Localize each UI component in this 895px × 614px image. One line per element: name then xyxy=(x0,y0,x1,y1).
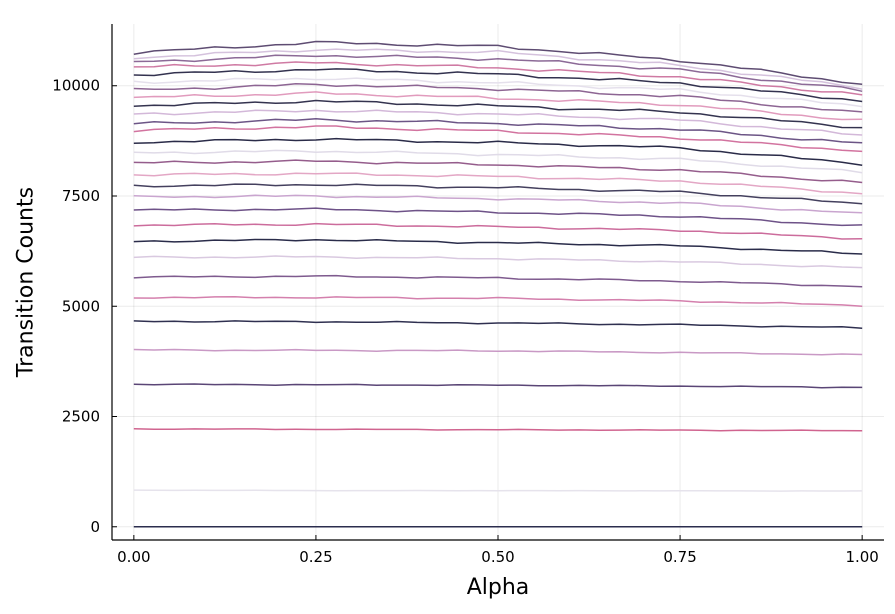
x-tick-label-0: 0.00 xyxy=(117,548,150,566)
series-line-26 xyxy=(133,61,863,96)
series-line-4 xyxy=(133,348,863,356)
series-line-13 xyxy=(133,183,863,205)
series-line-18 xyxy=(133,125,863,153)
y-tick-label-4: 10000 xyxy=(52,77,100,95)
tick-labels: 0.00 0.25 0.50 0.75 1.00 0 2500 5000 7500 10000 xyxy=(52,77,879,566)
y-tick-label-3: 7500 xyxy=(62,187,100,205)
series-line-7 xyxy=(133,274,863,288)
x-tick-label-3: 0.75 xyxy=(663,548,696,566)
series-line-1 xyxy=(133,489,863,492)
series-line-10 xyxy=(133,222,863,240)
series-line-16 xyxy=(133,149,863,174)
series-line-20 xyxy=(133,109,863,136)
series-line-5 xyxy=(133,320,863,329)
series-line-25 xyxy=(133,68,863,103)
x-tick-label-1: 0.25 xyxy=(299,548,332,566)
series-line-29 xyxy=(133,40,863,85)
series-line-11 xyxy=(133,207,863,227)
series-line-8 xyxy=(133,255,863,269)
series-line-24 xyxy=(133,77,863,108)
series-line-23 xyxy=(133,83,863,113)
series-line-2 xyxy=(133,427,863,432)
x-axis-label: Alpha xyxy=(467,575,530,600)
x-tick-label-4: 1.00 xyxy=(845,548,878,566)
series-line-12 xyxy=(133,194,863,214)
series-line-21 xyxy=(133,99,863,129)
series-line-15 xyxy=(133,159,863,184)
series-line-28 xyxy=(133,48,863,90)
series-line-27 xyxy=(133,54,863,93)
y-tick-label-1: 2500 xyxy=(62,408,100,426)
axes xyxy=(111,24,884,541)
x-tick-label-2: 0.50 xyxy=(481,548,514,566)
series-line-17 xyxy=(133,137,863,167)
series-line-19 xyxy=(133,118,863,144)
series-line-6 xyxy=(133,296,863,308)
y-axis-label: Transition Counts xyxy=(14,187,39,378)
y-tick-label-0: 0 xyxy=(90,518,100,536)
y-tick-label-2: 5000 xyxy=(62,297,100,315)
series-line-22 xyxy=(133,91,863,121)
series-line-9 xyxy=(133,238,863,255)
grid-lines xyxy=(112,24,884,540)
series-group xyxy=(133,40,863,528)
series-line-14 xyxy=(133,172,863,195)
series-line-3 xyxy=(133,383,863,389)
